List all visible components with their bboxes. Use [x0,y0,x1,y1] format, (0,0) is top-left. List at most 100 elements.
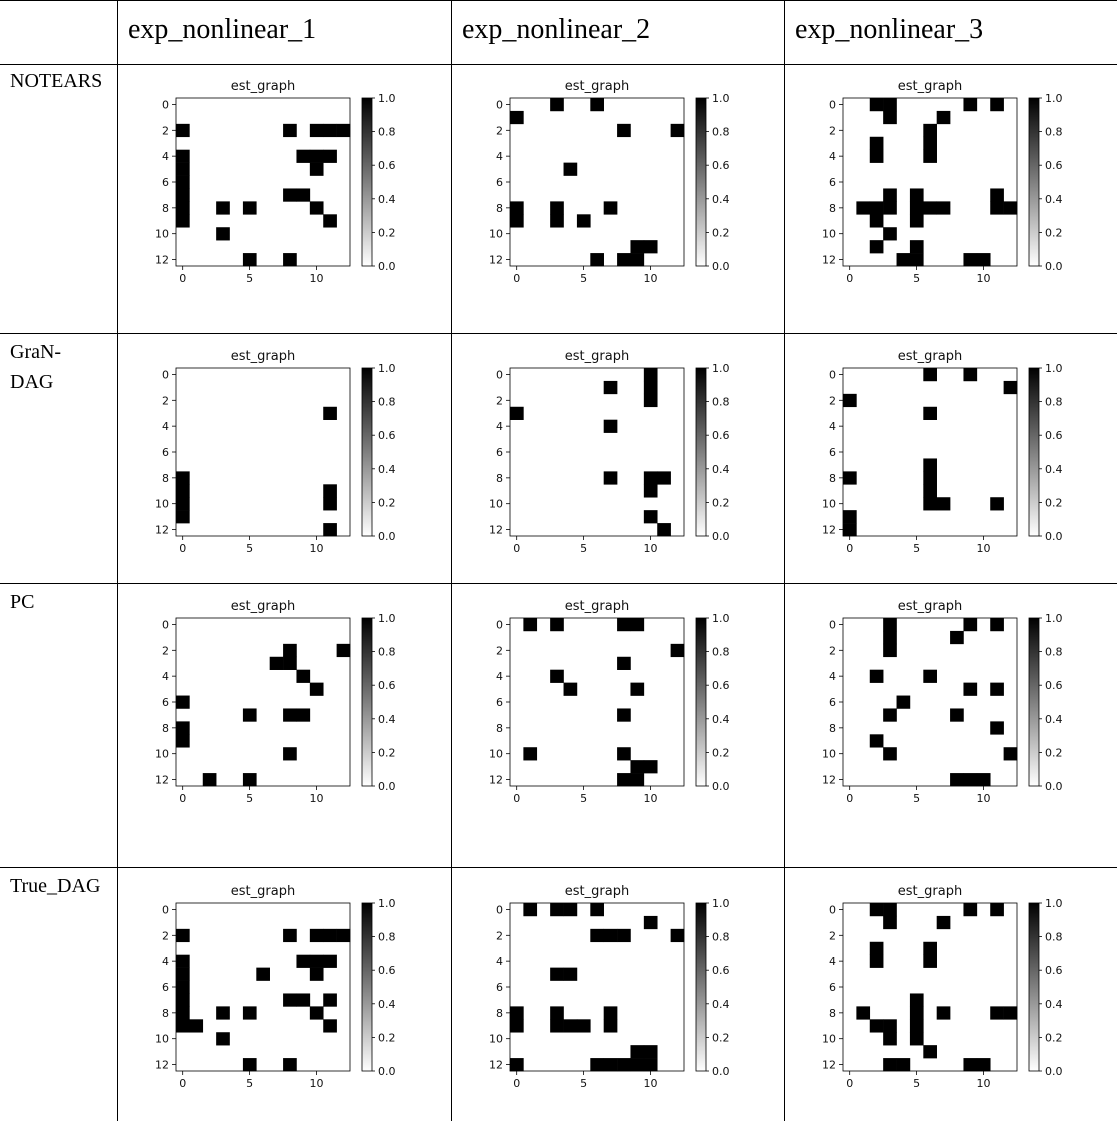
y-tick-label: 8 [162,472,169,485]
heatmap-cell [590,928,604,943]
heatmap-cell [176,123,190,138]
colorbar-tick-label: 0.6 [712,964,730,977]
x-tick-label: 10 [977,792,991,805]
heatmap-cell [923,941,937,955]
y-tick-label: 2 [162,124,169,137]
heatmap-cell [550,201,564,215]
heatmap-cell [176,1006,190,1020]
colorbar-tick-label: 0.6 [1045,679,1063,692]
colorbar-tick-label: 1.0 [712,362,730,375]
heatmap-cell [242,253,257,267]
heatmap-cell [242,1006,257,1020]
heatmap-cell [590,98,604,112]
heatmap-cell [869,149,884,163]
heatmap-cell [617,123,631,138]
colorbar-tick-label: 0.8 [378,126,396,139]
heatmap-cell [869,214,884,228]
colorbar [1028,367,1040,537]
colorbar-tick-label: 0.8 [712,931,730,944]
colorbar [695,902,707,1072]
y-tick-label: 10 [155,498,169,511]
heatmap-cell [869,201,884,215]
x-tick-label: 0 [846,272,853,285]
y-tick-label: 8 [829,202,836,215]
table-rule-row1 [0,333,1117,334]
y-tick-label: 6 [829,696,836,709]
heatmap-background [843,368,1017,536]
heatmap-panel: est_graph 0 2 4 6 8 10 12 0 5 10 0.0 0.2 0.4 0.6 0.8 1.0 [822,349,1063,555]
y-tick-label: 0 [829,903,836,916]
heatmap-cell [883,747,897,761]
heatmap-cell [510,1019,524,1033]
table-rule-row3 [0,867,1117,868]
colorbar-tick-label: 1.0 [378,612,396,625]
heatmap-cell [563,967,578,981]
colorbar-tick-label: 0.2 [1045,226,1063,239]
colorbar-tick-label: 0.8 [1045,126,1063,139]
row-label-notears: NOTEARS [10,66,110,96]
colorbar-tick-label: 0.6 [378,429,396,442]
heatmap-cell [936,201,951,215]
heatmap-cell [283,928,297,943]
heatmap-cell [869,240,884,254]
heatmap-cell [296,708,311,722]
heatmap-cell [896,695,911,709]
heatmap-cell [323,523,337,537]
x-tick-label: 0 [179,542,186,555]
heatmap-cell [883,98,897,112]
heatmap-cell [176,510,190,524]
y-tick-label: 12 [155,524,169,537]
heatmap-cell [283,643,297,658]
table-rule-col2 [784,0,785,1121]
panel-title: est_graph [231,884,295,899]
heatmap-cell [576,1019,591,1033]
heatmap-background [843,98,1017,266]
heatmap-cell [617,708,631,722]
heatmap-cell [976,773,991,787]
heatmap-cell [296,954,311,968]
colorbar-tick-label: 0.0 [378,780,396,793]
heatmap-cell [856,201,871,215]
heatmap-cell [603,471,618,485]
colorbar-tick-label: 0.4 [1045,193,1063,206]
heatmap-cell [843,510,857,524]
x-tick-label: 10 [977,1077,991,1090]
colorbar-tick-label: 0.2 [712,496,730,509]
heatmap-cell [323,928,337,943]
colorbar-tick-label: 0.4 [378,998,396,1011]
row-label-grandag: GraN- DAG [10,337,110,397]
y-tick-label: 10 [489,748,503,761]
colorbar [695,97,707,267]
heatmap-cell [923,1045,937,1059]
heatmap-cell [909,1032,924,1046]
heatmap-cell [176,928,190,943]
heatmap-cell [643,240,658,254]
heatmap-cell [630,760,645,774]
y-tick-label: 0 [829,618,836,631]
heatmap-cell [309,954,324,968]
heatmap-cell [283,708,297,722]
colorbar-tick-label: 1.0 [1045,362,1063,375]
colorbar [695,367,707,537]
heatmap-panel: est_graph 0 2 4 6 8 10 12 0 5 10 0.0 0.2 0.4 0.6 0.8 1.0 [155,599,396,805]
y-tick-label: 10 [822,228,836,241]
heatmap-cell [176,149,190,163]
heatmap-cell [510,110,524,125]
heatmap-cell [269,656,284,670]
heatmap-cell [923,368,937,382]
heatmap-cell [909,993,924,1007]
heatmap-cell [603,1058,618,1072]
y-tick-label: 4 [496,955,503,968]
heatmap-cell [869,903,884,917]
x-tick-label: 10 [644,272,658,285]
heatmap-cell [296,149,311,163]
heatmap-cell [323,497,337,511]
heatmap-cell [617,253,631,267]
heatmap-cell [523,903,538,917]
panel-title: est_graph [898,884,962,899]
heatmap-cell [883,188,897,202]
y-tick-label: 4 [496,150,503,163]
colorbar [1028,902,1040,1072]
heatmap-cell [309,928,324,943]
